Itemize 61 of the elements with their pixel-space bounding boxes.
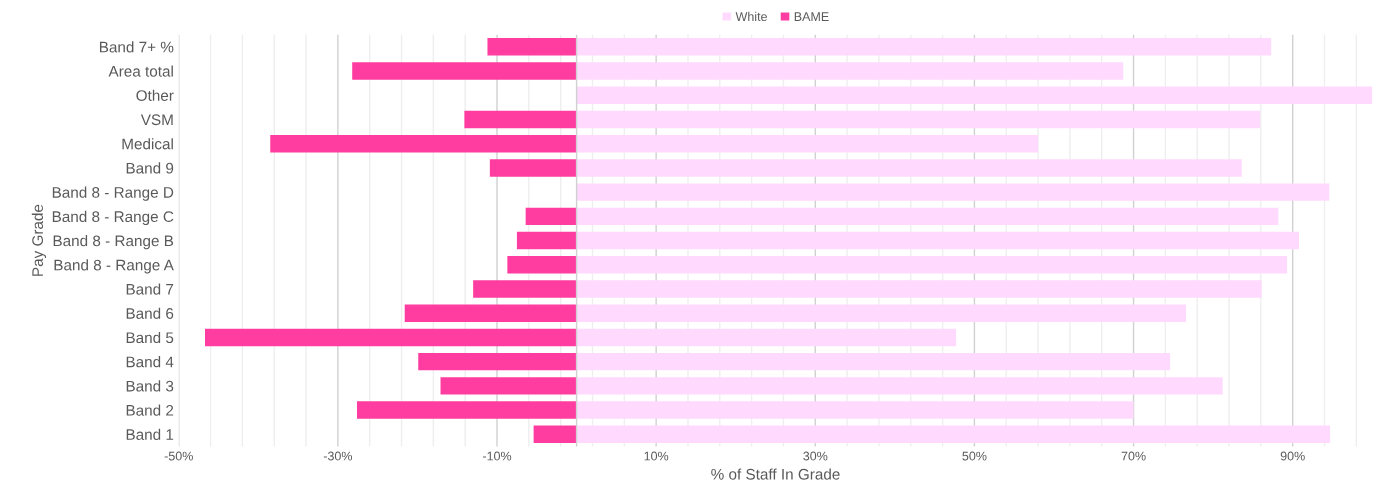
bar (576, 231, 1300, 250)
x-tick-label: -50% (164, 451, 193, 461)
bar (440, 377, 577, 395)
bar (507, 256, 577, 274)
bar (473, 280, 577, 298)
bar (576, 377, 1223, 395)
bar (576, 38, 1272, 56)
bar (576, 110, 1261, 129)
bar (487, 38, 577, 56)
x-tick-label: -10% (482, 451, 512, 461)
bar (576, 207, 1279, 226)
bar (576, 134, 1039, 153)
y-tick-label: Medical (122, 138, 173, 150)
y-tick-label: Band 4 (126, 356, 174, 368)
y-tick-label: VSM (140, 114, 173, 126)
bar (576, 401, 1134, 419)
legend-label: BAME (794, 12, 829, 21)
x-tick-label: 30% (803, 451, 828, 461)
y-tick-label: Band 1 (126, 428, 174, 440)
bar (576, 86, 1373, 104)
y-tick-label: Band 7 (126, 283, 174, 295)
bar (464, 110, 577, 129)
bar (356, 401, 577, 419)
y-tick-label: Band 8 - Range C (52, 210, 174, 226)
y-tick-label: Band 7+ % (99, 41, 174, 53)
bar (270, 134, 577, 153)
y-tick-label: Band 3 (126, 380, 174, 392)
bar (516, 231, 577, 250)
x-tick-label: 10% (644, 451, 669, 461)
y-tick-label: Band 5 (126, 331, 174, 344)
bar (576, 352, 1171, 371)
bar (576, 256, 1288, 274)
y-tick-label: Other (136, 89, 174, 101)
y-tick-label: Area total (108, 65, 173, 77)
bar (525, 207, 577, 226)
x-tick-label: -30% (323, 451, 353, 461)
bar (489, 159, 577, 177)
bar (205, 328, 577, 347)
bar (576, 425, 1331, 444)
bar (533, 425, 577, 444)
bar (576, 183, 1330, 201)
x-tick-label: 50% (962, 451, 987, 461)
x-tick-label: 90% (1280, 451, 1305, 461)
bar (576, 62, 1124, 80)
x-tick-label: 70% (1121, 451, 1146, 461)
y-tick-label: Band 9 (126, 162, 174, 174)
bar (576, 280, 1262, 298)
bar (418, 352, 577, 371)
bar (352, 62, 577, 80)
y-tick-label: Band 8 - Range D (52, 186, 174, 201)
bar (576, 304, 1187, 322)
bar (576, 328, 957, 347)
bar (576, 159, 1242, 177)
y-tick-label: Band 8 - Range A (54, 259, 174, 274)
legend-label: White (735, 11, 767, 21)
y-tick-label: Band 2 (126, 404, 174, 416)
y-tick-label: Band 8 - Range B (53, 235, 174, 250)
y-axis-title: Pay Grade (31, 204, 47, 276)
y-tick-label: Band 6 (126, 307, 174, 319)
bar (404, 304, 577, 322)
x-axis-title: % of Staff In Grade (711, 468, 840, 480)
